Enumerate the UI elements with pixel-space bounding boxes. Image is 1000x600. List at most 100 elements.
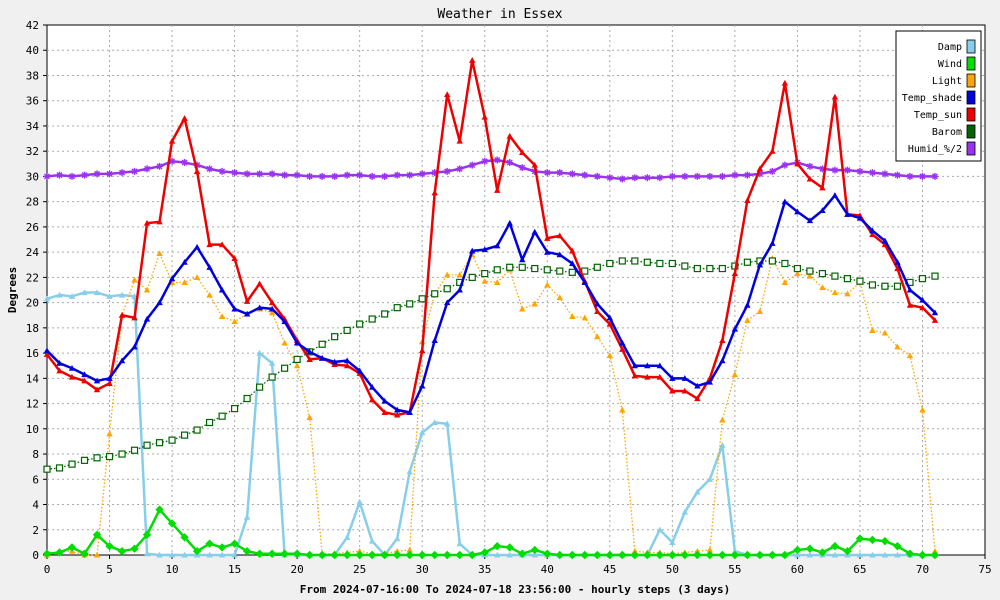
data-point	[769, 147, 776, 154]
data-point	[631, 372, 639, 379]
data-point	[843, 547, 852, 556]
data-point	[506, 219, 513, 226]
data-point	[643, 550, 652, 560]
data-point	[168, 436, 176, 444]
data-point	[581, 314, 588, 321]
data-point	[543, 266, 551, 274]
data-point	[192, 547, 202, 556]
data-point	[781, 259, 789, 268]
data-point	[118, 291, 126, 298]
data-point	[555, 550, 564, 560]
data-point	[668, 550, 677, 560]
data-point	[744, 301, 751, 308]
data-point	[518, 164, 526, 172]
data-point	[706, 264, 714, 273]
data-point	[568, 170, 576, 178]
y-tick-label: 30	[26, 170, 39, 183]
data-point	[918, 275, 927, 283]
data-point	[918, 550, 927, 560]
data-point	[156, 299, 163, 306]
data-point	[493, 156, 501, 164]
legend-swatch	[966, 73, 976, 88]
x-tick-label: 15	[228, 563, 241, 576]
data-point	[606, 320, 613, 327]
data-point	[744, 317, 751, 323]
data-point	[806, 217, 814, 224]
data-point	[306, 348, 313, 355]
data-point	[756, 261, 764, 268]
data-point	[706, 172, 714, 180]
data-point	[81, 289, 88, 296]
data-point	[669, 387, 676, 394]
data-point	[619, 339, 626, 346]
data-point	[231, 305, 238, 312]
series-line	[46, 59, 936, 417]
data-point	[843, 166, 851, 174]
data-point	[181, 115, 188, 121]
data-point	[593, 172, 601, 180]
data-point	[793, 264, 802, 273]
data-point	[406, 171, 414, 179]
data-point	[644, 362, 651, 369]
data-point	[794, 208, 801, 215]
data-point	[193, 274, 201, 280]
data-point	[155, 505, 164, 514]
data-point	[693, 264, 701, 273]
x-tick-label: 30	[416, 563, 429, 576]
data-point	[68, 373, 76, 380]
data-point	[43, 347, 51, 354]
data-point	[143, 219, 151, 226]
data-point	[494, 242, 501, 249]
data-point	[418, 170, 426, 178]
data-point	[306, 414, 313, 421]
data-point	[569, 313, 576, 320]
data-point	[306, 356, 313, 362]
data-point	[856, 214, 864, 221]
data-point	[531, 264, 539, 273]
data-point	[481, 269, 489, 278]
legend-swatch	[966, 39, 976, 54]
x-tick-label: 20	[291, 563, 304, 576]
x-tick-label: 55	[728, 563, 741, 576]
y-tick-label: 22	[26, 271, 39, 284]
x-tick-label: 70	[916, 563, 929, 576]
y-tick-label: 24	[26, 246, 40, 259]
data-point	[68, 365, 76, 371]
data-point	[831, 192, 839, 198]
data-point	[881, 551, 889, 558]
data-point	[456, 286, 463, 293]
data-point	[131, 276, 138, 283]
data-point	[331, 333, 339, 341]
data-point	[481, 277, 488, 284]
data-point	[869, 551, 876, 558]
data-point	[731, 325, 739, 332]
data-point	[156, 162, 164, 170]
data-point	[719, 416, 726, 423]
data-point	[193, 168, 201, 174]
data-point	[92, 530, 102, 540]
data-point	[143, 315, 151, 322]
data-point	[681, 508, 689, 515]
data-point	[431, 337, 438, 344]
data-point	[356, 320, 364, 328]
data-point	[831, 166, 839, 174]
data-point	[281, 318, 288, 325]
legend-label: Damp	[938, 42, 962, 53]
data-point	[168, 275, 176, 282]
data-point	[356, 171, 364, 179]
data-point	[531, 551, 538, 558]
data-point	[605, 550, 614, 560]
data-point	[743, 171, 751, 179]
data-point	[180, 533, 189, 542]
data-point	[93, 551, 101, 558]
data-point	[168, 157, 176, 165]
data-point	[356, 367, 363, 374]
x-tick-label: 40	[541, 563, 554, 576]
data-point	[681, 172, 689, 180]
data-point	[769, 240, 776, 246]
data-point	[469, 57, 476, 63]
series-temp-shade	[43, 192, 939, 415]
data-point	[230, 539, 239, 548]
data-point	[643, 174, 651, 182]
data-point	[868, 535, 877, 545]
